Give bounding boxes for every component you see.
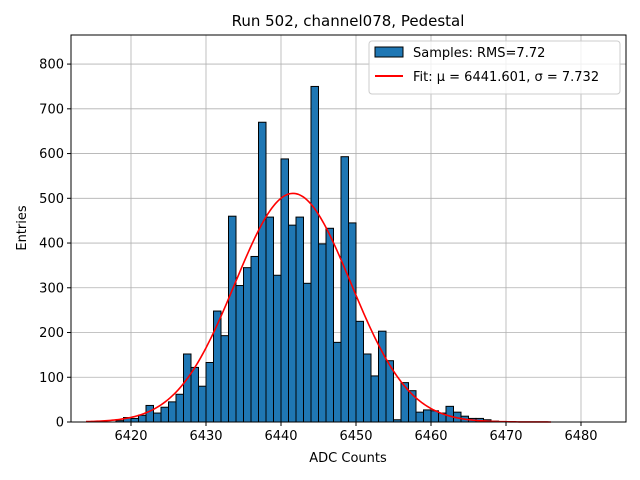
histogram-bar bbox=[288, 224, 297, 423]
y-tick-label: 700 bbox=[39, 102, 64, 117]
x-tick-label: 6450 bbox=[339, 429, 372, 444]
y-tick-label: 0 bbox=[56, 416, 64, 431]
histogram-bar bbox=[130, 417, 139, 423]
y-tick-label: 600 bbox=[39, 147, 64, 162]
x-tick-label: 6470 bbox=[489, 429, 522, 444]
x-tick-label: 6420 bbox=[114, 429, 147, 444]
histogram-bar bbox=[355, 320, 364, 423]
histogram-bar bbox=[423, 409, 432, 423]
legend-swatch-samples bbox=[374, 46, 404, 58]
x-tick-label: 6440 bbox=[264, 429, 297, 444]
histogram-bar bbox=[190, 366, 199, 423]
plot-frame bbox=[70, 34, 627, 423]
y-tick-label: 300 bbox=[39, 281, 64, 296]
histogram-bar bbox=[370, 375, 379, 423]
histogram-bar bbox=[325, 227, 334, 423]
histogram-bar bbox=[168, 401, 177, 423]
histogram-bar bbox=[310, 85, 319, 423]
histogram-bar bbox=[160, 406, 169, 423]
gaussian-fit-curve bbox=[85, 192, 551, 423]
y-tick-label: 400 bbox=[39, 237, 64, 252]
histogram-bar bbox=[303, 282, 312, 423]
histogram-bar bbox=[250, 255, 259, 423]
histogram-bar bbox=[213, 310, 222, 423]
histogram-bar bbox=[138, 414, 147, 423]
legend-label-fit: Fit: μ = 6441.601, σ = 7.732 bbox=[413, 70, 599, 85]
histogram-bar bbox=[220, 335, 229, 423]
legend: Samples: RMS=7.72 Fit: μ = 6441.601, σ =… bbox=[368, 40, 621, 95]
y-tick-label: 100 bbox=[39, 371, 64, 386]
histogram-bar bbox=[243, 267, 252, 423]
x-tick-label: 6430 bbox=[189, 429, 222, 444]
y-tick-label: 200 bbox=[39, 326, 64, 341]
histogram-bar bbox=[205, 361, 214, 423]
histogram-bars bbox=[115, 85, 499, 423]
histogram-bar bbox=[415, 411, 424, 423]
x-axis-ticks: 6420 6430 6440 6450 6460 6470 6480 bbox=[114, 422, 598, 444]
histogram-bar bbox=[340, 156, 349, 423]
legend-label-samples: Samples: RMS=7.72 bbox=[413, 46, 545, 61]
x-axis-title: ADC Counts bbox=[309, 451, 387, 466]
histogram-bar bbox=[273, 274, 282, 423]
histogram-bar bbox=[228, 215, 237, 423]
histogram-bar bbox=[265, 216, 274, 423]
histogram-bar bbox=[333, 341, 342, 423]
x-tick-label: 6480 bbox=[564, 429, 597, 444]
histogram-bar bbox=[295, 216, 304, 423]
x-tick-label: 6460 bbox=[414, 429, 447, 444]
histogram-bar bbox=[378, 330, 387, 423]
histogram-bar bbox=[445, 405, 454, 423]
histogram-bar bbox=[318, 243, 327, 423]
histogram-bar bbox=[175, 393, 184, 423]
histogram-bar bbox=[198, 385, 207, 423]
histogram-bar bbox=[145, 404, 154, 423]
histogram-bar bbox=[183, 353, 192, 423]
histogram-bar bbox=[235, 285, 244, 423]
histogram-bar bbox=[348, 222, 357, 423]
chart-title: Run 502, channel078, Pedestal bbox=[232, 12, 465, 30]
y-axis-title: Entries bbox=[15, 205, 30, 251]
histogram-bar bbox=[258, 121, 267, 423]
histogram-bar bbox=[153, 412, 162, 423]
y-tick-label: 500 bbox=[39, 192, 64, 207]
histogram-bar bbox=[363, 353, 372, 423]
y-axis-ticks: 0 100 200 300 400 500 600 700 800 bbox=[39, 58, 71, 431]
y-tick-label: 800 bbox=[39, 58, 64, 73]
legend-box bbox=[368, 40, 621, 95]
